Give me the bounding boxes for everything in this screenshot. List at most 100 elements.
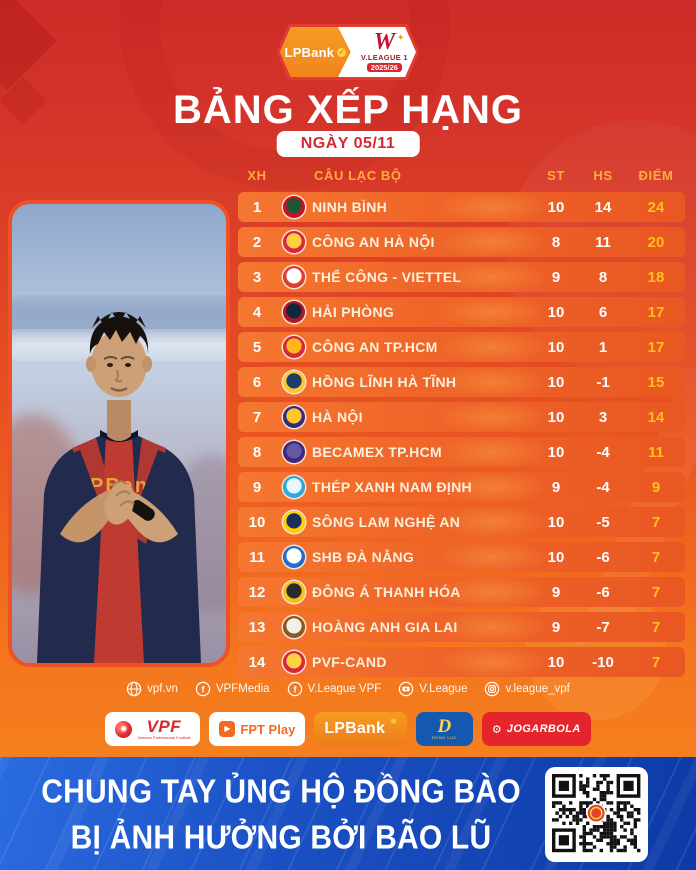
matches-played-cell: 9	[551, 478, 561, 496]
points-cell: 7	[651, 513, 661, 531]
facebook-icon: f	[287, 681, 302, 697]
goal-difference-cell: -10	[592, 653, 614, 671]
matches-played-cell: 9	[551, 268, 561, 286]
points-cell: 24	[647, 198, 665, 216]
club-name-cell: PVF-CAND	[312, 654, 387, 670]
matches-played-cell: 10	[547, 408, 565, 426]
jogarbola-label: JOGARBOLA	[506, 723, 581, 735]
club-logo-icon	[283, 371, 305, 393]
table-row: 13 HOÀNG ANH GIA LAI 9 -7 7	[238, 612, 685, 642]
table-row: 11 SHB ĐÀ NẴNG 10 -6 7	[238, 542, 685, 572]
goal-difference-cell: -6	[596, 548, 610, 566]
social-link[interactable]: v.league_vpf	[484, 681, 570, 697]
qr-pattern	[552, 774, 641, 853]
instagram-icon	[485, 681, 500, 697]
club-logo-icon	[283, 616, 305, 638]
rank-cell: 11	[249, 548, 265, 566]
social-links: vpf.vn f VPFMedia f V.League VPF V.League v.le…	[0, 681, 696, 697]
goal-difference-cell: 1	[598, 338, 608, 356]
club-name-cell: ĐÔNG Á THANH HÓA	[312, 584, 461, 600]
column-header-matches: ST	[547, 167, 565, 183]
lpbank-mark-icon: ❋	[390, 717, 397, 726]
points-cell: 7	[651, 583, 661, 601]
rank-cell: 2	[252, 233, 262, 251]
matches-played-cell: 9	[551, 618, 561, 636]
lpbank-sponsor-logo: LPBank ❋	[314, 712, 407, 746]
club-logo-icon	[283, 476, 305, 498]
points-cell: 17	[647, 338, 665, 356]
social-link[interactable]: vpf.vn	[126, 681, 178, 697]
social-handle: v.league_vpf	[505, 683, 570, 695]
matches-played-cell: 10	[547, 303, 565, 321]
club-logo-icon	[283, 581, 305, 603]
points-cell: 14	[647, 408, 665, 426]
matches-played-cell: 8	[551, 233, 561, 251]
svg-text:f: f	[201, 684, 205, 694]
matches-played-cell: 10	[547, 548, 565, 566]
rank-cell: 8	[252, 443, 262, 461]
points-cell: 7	[651, 618, 661, 636]
points-cell: 20	[647, 233, 665, 251]
player-photo: LPBank	[8, 200, 230, 667]
vpf-caption: Vietnam Professional Football	[137, 735, 191, 740]
matches-played-cell: 9	[551, 583, 561, 601]
matches-played-cell: 10	[547, 198, 565, 216]
rank-cell: 13	[248, 618, 266, 636]
lpbank-logo-text: LPBank	[284, 44, 335, 60]
rank-cell: 9	[252, 478, 262, 496]
vleague-logo: W ✦ V.LEAGUE 1 2025/26	[351, 27, 416, 77]
rank-cell: 7	[252, 408, 262, 426]
goal-difference-cell: -1	[596, 373, 610, 391]
table-row: 6 HỒNG LĨNH HÀ TĨNH 10 -1 15	[238, 367, 685, 397]
jogarbola-logo: ⚙ JOGARBOLA	[481, 712, 591, 746]
charity-banner: CHUNG TAY ỦNG HỘ ĐỒNG BÀO BỊ ẢNH HƯỞNG B…	[0, 757, 696, 870]
club-logo-icon	[283, 336, 305, 358]
league-badge-inner: LPBank ✓ W ✦ V.LEAGUE 1 2025/26	[280, 27, 416, 77]
play-icon: ▶	[219, 721, 236, 737]
club-logo-icon	[283, 441, 305, 463]
table-header: XH CÂU LẠC BỘ ST HS ĐIỂM	[238, 165, 685, 185]
goal-difference-cell: -4	[596, 443, 610, 461]
corner-diamond-decoration	[0, 0, 57, 91]
social-link[interactable]: f V.League VPF	[287, 681, 381, 697]
table-row: 8 BECAMEX TP.HCM 10 -4 11	[238, 437, 685, 467]
points-cell: 15	[647, 373, 665, 391]
club-name-cell: HẢI PHÒNG	[312, 304, 395, 320]
rank-cell: 1	[252, 198, 262, 216]
club-name-cell: THỂ CÔNG - VIETTEL	[312, 269, 462, 285]
table-row: 7 HÀ NỘI 10 3 14	[238, 402, 685, 432]
club-logo-icon	[283, 651, 305, 673]
donation-qr-code[interactable]	[545, 767, 648, 862]
club-name-cell: SHB ĐÀ NẴNG	[312, 549, 415, 565]
social-link[interactable]: f VPFMedia	[195, 681, 270, 697]
fpt-play-label: FPT Play	[240, 721, 296, 737]
table-row: 12 ĐÔNG Á THANH HÓA 9 -6 7	[238, 577, 685, 607]
goal-difference-cell: 6	[598, 303, 608, 321]
column-header-rank: XH	[247, 167, 267, 183]
social-link[interactable]: V.League	[398, 681, 467, 697]
dong-luc-caption: DONG LUC	[431, 735, 457, 740]
matches-played-cell: 10	[547, 373, 565, 391]
table-row: 1 NINH BÌNH 10 14 24	[238, 192, 685, 222]
sponsor-logos: ✺ VPF Vietnam Professional Football ▶ FP…	[0, 712, 696, 746]
club-logo-icon	[283, 511, 305, 533]
column-header-goal-diff: HS	[593, 167, 613, 183]
social-handle: V.League	[419, 683, 468, 695]
goal-difference-cell: -4	[596, 478, 610, 496]
club-logo-icon	[283, 266, 305, 288]
star-icon: ✦	[397, 33, 405, 42]
goal-difference-cell: -6	[596, 583, 610, 601]
points-cell: 7	[651, 548, 661, 566]
club-name-cell: CÔNG AN HÀ NỘI	[312, 234, 435, 250]
table-row: 5 CÔNG AN TP.HCM 10 1 17	[238, 332, 685, 362]
club-name-cell: SÔNG LAM NGHỆ AN	[312, 514, 461, 530]
club-logo-icon	[283, 406, 305, 428]
matches-played-cell: 10	[547, 653, 565, 671]
dong-luc-d-icon: D	[437, 716, 452, 737]
date-badge: NGÀY 05/11	[276, 131, 420, 157]
club-name-cell: CÔNG AN TP.HCM	[312, 339, 438, 355]
vpf-logo: ✺ VPF Vietnam Professional Football	[105, 712, 201, 746]
points-cell: 18	[647, 268, 665, 286]
vpf-label: VPF	[146, 717, 182, 736]
page-title: BẢNG XẾP HẠNG	[172, 88, 524, 132]
